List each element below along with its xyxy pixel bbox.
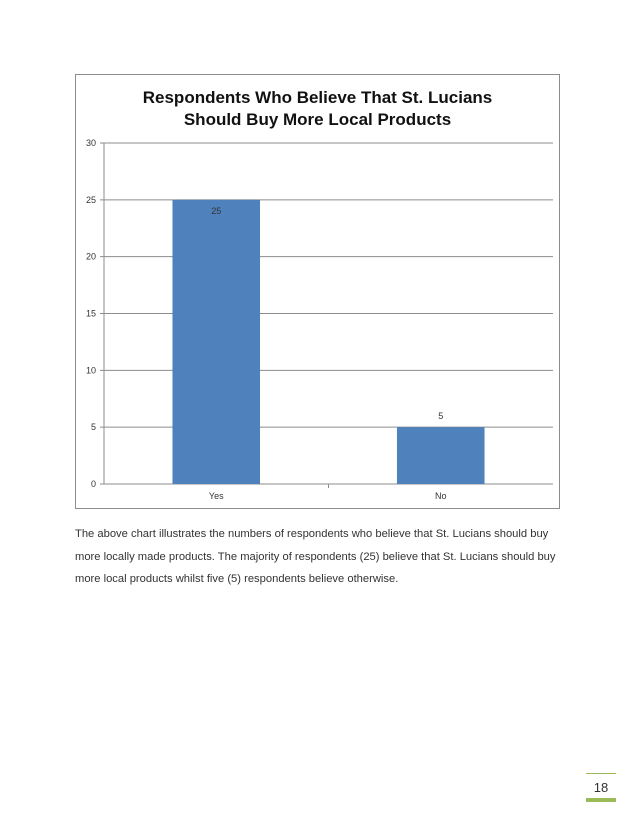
bar-no [396, 427, 485, 484]
x-tick-label: Yes [209, 491, 224, 501]
chart-container: Respondents Who Believe That St. Lucians… [75, 74, 560, 509]
description-line: more local products whilst five (5) resp… [75, 573, 399, 585]
chart-description: The above chart illustrates the numbers … [75, 523, 575, 591]
page-number-rule [586, 773, 616, 774]
x-tick-label: No [435, 491, 447, 501]
data-label: 25 [211, 206, 221, 216]
bar-chart: 0 5 10 15 20 25 30 25 Yes 5 No [86, 138, 553, 501]
chart-title: Respondents Who Believe That St. Lucians… [76, 87, 559, 131]
bar-yes [172, 199, 261, 484]
y-tick-label: 20 [86, 252, 96, 262]
data-label: 5 [438, 411, 443, 421]
page-number-accent-bar [586, 798, 616, 802]
y-tick-label: 0 [91, 479, 96, 489]
description-line: more locally made products. The majority… [75, 550, 556, 563]
y-tick-label: 30 [86, 138, 96, 148]
y-tick-label: 5 [91, 422, 96, 432]
page-number: 18 [593, 780, 609, 795]
description-line: The above chart illustrates the numbers … [75, 528, 549, 540]
chart-title-line-2: Should Buy More Local Products [183, 110, 452, 129]
y-tick-label: 10 [86, 365, 96, 375]
chart-title-line-1: Respondents Who Believe That St. Lucians [142, 88, 493, 107]
y-tick-label: 25 [86, 195, 96, 205]
y-tick-label: 15 [86, 309, 96, 319]
